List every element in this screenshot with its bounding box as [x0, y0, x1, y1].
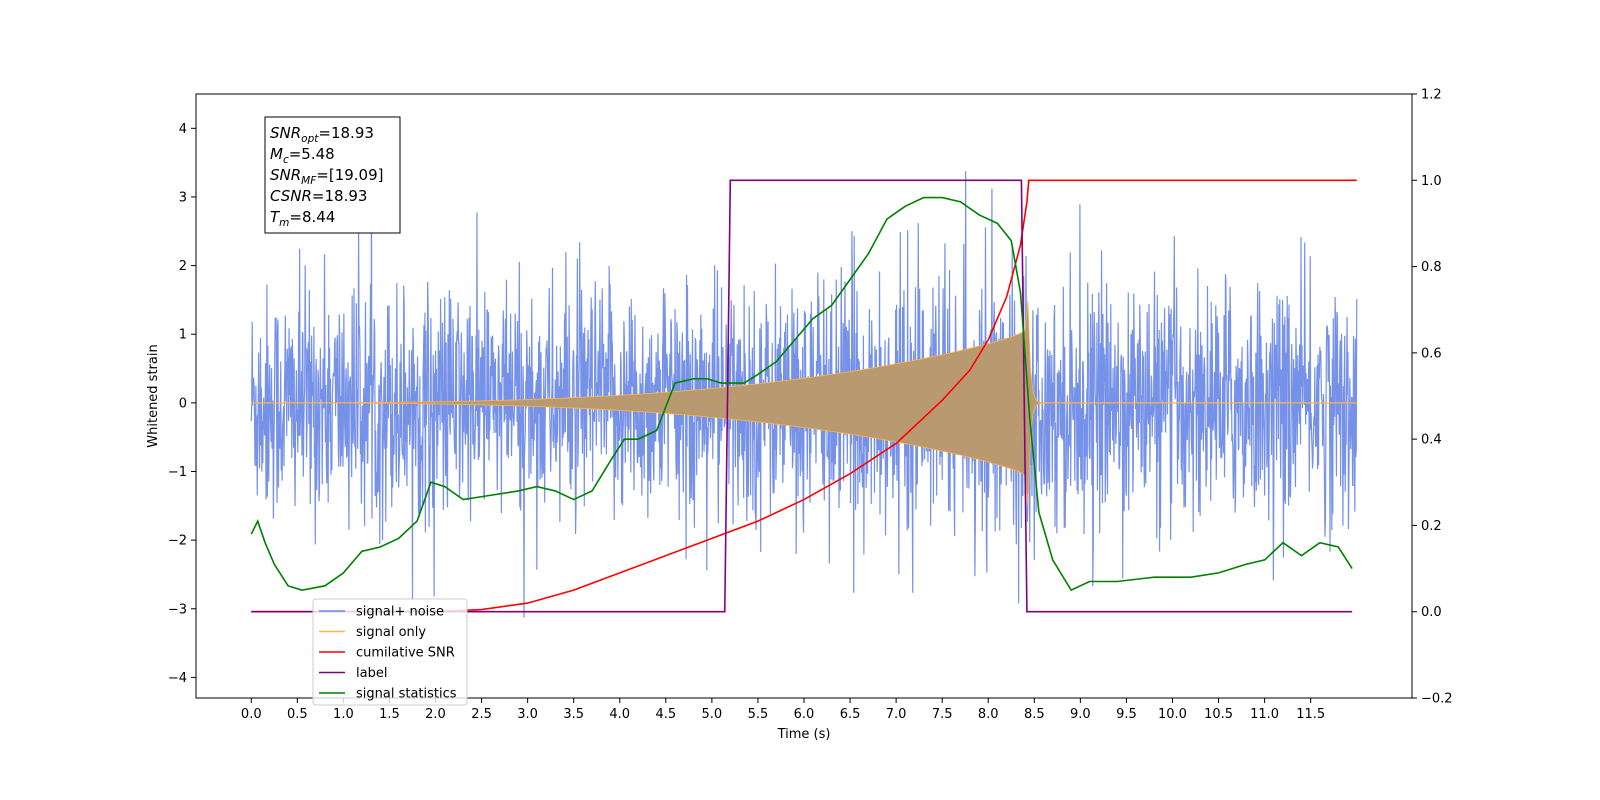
series-signal-only-area — [250, 300, 1358, 506]
legend-entry-label: signal+ noise — [356, 605, 444, 620]
x-tick-label: 8.0 — [978, 707, 999, 722]
parameter-box-line: Tm=8.44 — [270, 208, 335, 229]
x-tick-label: 4.0 — [609, 707, 630, 722]
legend-entry-label: signal statistics — [356, 687, 457, 702]
parameter-box-frame — [264, 116, 401, 234]
y-axis-right: 1.2 1.0 0.8 0.6 0.4 0.2 0.0 −0.2 — [1412, 88, 1453, 707]
y-right-tick-label: 1.0 — [1421, 174, 1442, 189]
y-left-tick-label: −4 — [168, 671, 187, 686]
y-left-tick-label: 1 — [179, 328, 187, 343]
x-tick-label: 9.0 — [1070, 707, 1091, 722]
y-left-tick-label: −1 — [168, 465, 187, 480]
x-tick-label: 7.0 — [886, 707, 907, 722]
x-tick-label: 6.5 — [840, 707, 861, 722]
legend-entry-label: cumilative SNR — [356, 646, 455, 661]
x-tick-label: 3.5 — [563, 707, 584, 722]
x-tick-label: 8.5 — [1024, 707, 1045, 722]
x-tick-label: 0.5 — [287, 707, 308, 722]
y-right-tick-label: 0.8 — [1421, 260, 1442, 275]
x-tick-label: 1.0 — [333, 707, 354, 722]
y-left-tick-label: 2 — [179, 259, 187, 274]
x-tick-label: 10.0 — [1158, 707, 1187, 722]
y-axis-left: 4 3 2 1 0 −1 −2 −3 −4 — [168, 122, 196, 686]
legend-entry-label: signal only — [356, 625, 426, 640]
y-left-tick-label: 4 — [179, 122, 187, 137]
x-tick-label: 10.5 — [1204, 707, 1233, 722]
x-tick-label: 3.0 — [517, 707, 538, 722]
parameter-box-line: CSNR=18.93 — [270, 187, 367, 205]
series-cumilative-snr-line — [251, 179, 1357, 613]
parameter-box-line: Mc=5.48 — [270, 145, 335, 166]
y-right-tick-label: 0.0 — [1421, 605, 1442, 620]
x-tick-label: 0.0 — [241, 707, 262, 722]
y-left-tick-label: −2 — [168, 534, 187, 549]
x-tick-label: 11.0 — [1250, 707, 1279, 722]
x-tick-label: 1.5 — [379, 707, 400, 722]
y-left-tick-label: −3 — [168, 602, 187, 617]
x-tick-label: 9.5 — [1116, 707, 1137, 722]
y-left-tick-label: 0 — [179, 396, 187, 411]
x-tick-label: 2.5 — [471, 707, 492, 722]
x-tick-label: 4.5 — [655, 707, 676, 722]
x-tick-label: 5.5 — [748, 707, 769, 722]
y-right-tick-label: 0.6 — [1421, 346, 1442, 361]
x-axis: 0.0 0.5 1.0 1.5 2.0 2.5 3.0 3.5 4.0 4.5 5.0 5.5 6.0 6… — [241, 698, 1325, 722]
x-tick-label: 6.0 — [794, 707, 815, 722]
series-label-line — [251, 179, 1353, 613]
parameter-box-line: SNRMF=[19.09] — [270, 166, 384, 187]
y-left-tick-label: 3 — [179, 190, 187, 205]
x-axis-label: Time (s) — [777, 727, 831, 742]
x-tick-label: 5.0 — [702, 707, 723, 722]
y-right-tick-label: 0.2 — [1421, 519, 1442, 534]
legend: signal+ noise signal only cumilative SNR la… — [312, 598, 468, 706]
y-right-tick-label: −0.2 — [1421, 692, 1453, 707]
y-right-tick-label: 1.2 — [1421, 88, 1442, 103]
x-tick-label: 11.5 — [1296, 707, 1325, 722]
y-axis-label: Whitened strain — [146, 344, 161, 447]
x-tick-label: 2.0 — [425, 707, 446, 722]
legend-frame — [312, 598, 468, 706]
series-signal-statistics-line — [250, 196, 1353, 592]
x-tick-label: 7.5 — [932, 707, 953, 722]
plot-area — [250, 171, 1358, 618]
parameter-box: SNRopt=18.93Mc=5.48SNRMF=[19.09]CSNR=18.… — [264, 116, 401, 234]
legend-entry-label: label — [356, 666, 387, 681]
y-right-tick-label: 0.4 — [1421, 433, 1442, 448]
parameter-box-line: SNRopt=18.93 — [270, 124, 374, 145]
